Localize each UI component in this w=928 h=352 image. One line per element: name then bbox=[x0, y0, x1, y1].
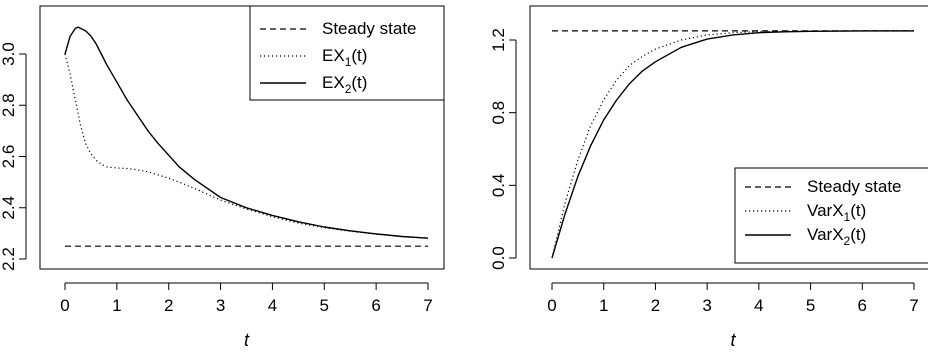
y-tick-label: 0.0 bbox=[489, 246, 508, 270]
x-axis-title: t bbox=[244, 330, 250, 350]
x-tick-label: 2 bbox=[164, 296, 173, 315]
x-tick-label: 6 bbox=[858, 296, 867, 315]
x-tick-label: 4 bbox=[268, 296, 277, 315]
x-tick-label: 7 bbox=[423, 296, 432, 315]
plot-frame bbox=[39, 5, 445, 270]
x-tick-label: 2 bbox=[651, 296, 660, 315]
x-tick-label: 7 bbox=[909, 296, 918, 315]
y-tick-label: 2.2 bbox=[0, 247, 18, 271]
y-tick-label: 3.0 bbox=[0, 42, 18, 66]
y-tick-label: 2.6 bbox=[0, 145, 18, 169]
x-tick-label: 1 bbox=[599, 296, 608, 315]
legend-label: VarX1(t) bbox=[807, 201, 866, 224]
x-tick-label: 1 bbox=[112, 296, 121, 315]
legend-box bbox=[249, 5, 445, 101]
x-tick-label: 5 bbox=[806, 296, 815, 315]
legend-label: EX2(t) bbox=[322, 73, 367, 96]
y-tick-label: 0.4 bbox=[489, 174, 508, 198]
plot-frame bbox=[529, 5, 928, 270]
series-line-3 bbox=[64, 26, 429, 239]
x-tick-label: 4 bbox=[754, 296, 763, 315]
legend-box bbox=[734, 167, 928, 264]
legend-label: EX1(t) bbox=[322, 46, 367, 69]
y-tick-label: 0.8 bbox=[489, 101, 508, 125]
legend-label: Steady state bbox=[807, 177, 902, 196]
x-tick-label: 5 bbox=[320, 296, 329, 315]
series-line-3 bbox=[551, 30, 914, 259]
x-tick-label: 3 bbox=[702, 296, 711, 315]
y-tick-label: 1.2 bbox=[489, 28, 508, 52]
panel-2: 0 1 2 3 4 5 6 7 t 0.0 0.4 0.8 1.2 Steady state VarX1(t… bbox=[489, 5, 928, 350]
y-tick-label: 2.4 bbox=[0, 196, 18, 220]
panel-1: 0 1 2 3 4 5 6 7 t 2.2 2.4 2.6 2.8 3.0 Steady state EX1(… bbox=[0, 5, 445, 350]
x-tick-label: 0 bbox=[547, 296, 556, 315]
legend-label: VarX2(t) bbox=[807, 225, 866, 248]
x-tick-label: 0 bbox=[60, 296, 69, 315]
legend: Steady state EX1(t) EX2(t) bbox=[249, 5, 445, 101]
legend-label: Steady state bbox=[322, 19, 417, 38]
x-tick-label: 3 bbox=[216, 296, 225, 315]
x-axis-title: t bbox=[730, 330, 736, 350]
legend: Steady state VarX1(t)VarX2(t) bbox=[734, 167, 928, 264]
x-tick-label: 6 bbox=[371, 296, 380, 315]
y-tick-label: 2.8 bbox=[0, 93, 18, 117]
